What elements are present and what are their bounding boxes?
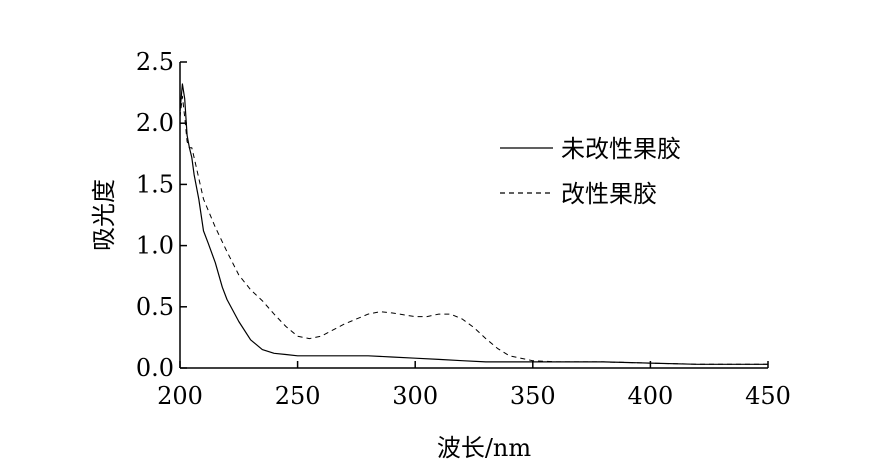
y-axis-label: 吸光度 (90, 179, 118, 251)
y-tick-label: 2.5 (136, 48, 174, 76)
axes: 200 250 300 350 400 450 0.0 0.5 1.0 1.5 2.0 2.5 (136, 48, 791, 410)
x-tick-label: 200 (157, 382, 203, 410)
series-layer (179, 83, 768, 365)
series-line-0 (179, 83, 768, 365)
y-tick-label: 1.0 (136, 232, 174, 260)
y-tick-label: 0.0 (136, 354, 174, 382)
series-line-1 (179, 95, 768, 365)
x-tick-label: 300 (392, 382, 438, 410)
y-tick-label: 1.5 (136, 170, 174, 198)
x-tick-label: 350 (510, 382, 556, 410)
y-tick-label: 0.5 (136, 293, 174, 321)
x-axis-label: 波长/nm (437, 434, 532, 462)
legend-label-1: 改性果胶 (561, 180, 657, 208)
y-tick-label: 2.0 (136, 109, 174, 137)
legend-label-0: 未改性果胶 (561, 135, 681, 163)
x-tick-label: 250 (275, 382, 321, 410)
x-tick-label: 450 (745, 382, 791, 410)
x-tick-label: 400 (627, 382, 673, 410)
